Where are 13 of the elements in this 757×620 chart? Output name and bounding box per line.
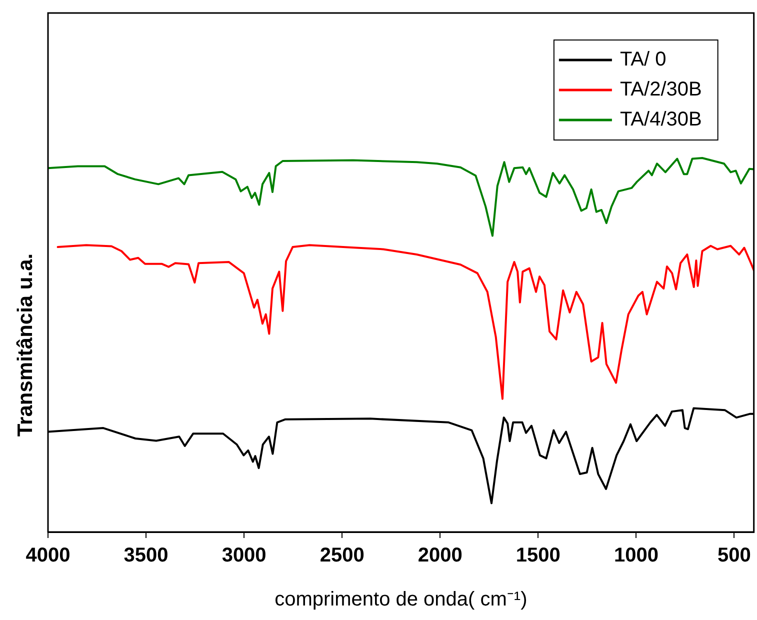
x-tick-label: 4000: [26, 544, 70, 567]
x-tick-label: 2000: [418, 544, 462, 567]
x-tick-label: 1000: [614, 544, 658, 567]
legend-label: TA/4/30B: [620, 108, 702, 131]
x-tick-label: 3000: [222, 544, 266, 567]
x-tick-label: 500: [718, 544, 751, 567]
legend-label: TA/2/30B: [620, 78, 702, 101]
x-axis-title: comprimento de onda( cm⁻¹): [274, 588, 528, 611]
x-tick-label: 3500: [124, 544, 168, 567]
legend-label: TA/ 0: [620, 48, 666, 71]
x-tick-label: 1500: [516, 544, 560, 567]
x-tick-label: 2500: [320, 544, 364, 567]
y-axis-title: Transmitância u.a.: [14, 253, 37, 437]
